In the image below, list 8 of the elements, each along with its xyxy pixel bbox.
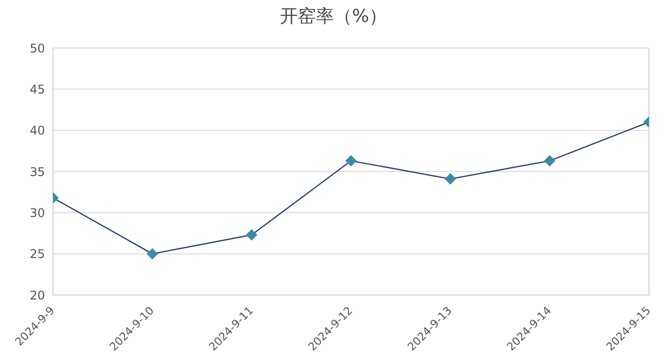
y-tick-label: 40 — [30, 124, 45, 138]
chart-title: 开窑率（%） — [278, 5, 388, 28]
y-tick-label: 35 — [30, 164, 45, 179]
y-tick-label: 20 — [30, 288, 45, 302]
y-tick-label: 30 — [30, 206, 45, 220]
y-tick-label: 25 — [30, 247, 45, 262]
y-tick-label: 45 — [30, 82, 45, 96]
y-tick-label: 50 — [30, 41, 45, 56]
